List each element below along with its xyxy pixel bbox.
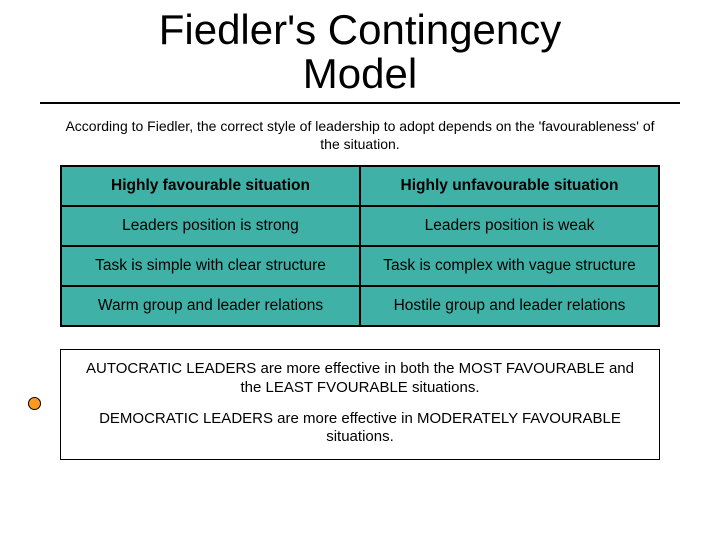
- comparison-table: Highly favourable situation Highly unfav…: [60, 165, 660, 327]
- table-cell: Warm group and leader relations: [61, 286, 360, 326]
- slide-title: Fiedler's Contingency Model: [0, 0, 720, 96]
- table-row: Task is simple with clear structure Task…: [61, 246, 659, 286]
- table-cell: Highly favourable situation: [61, 166, 360, 206]
- title-underline: [40, 102, 680, 104]
- table-cell: Task is complex with vague structure: [360, 246, 659, 286]
- table-cell: Leaders position is weak: [360, 206, 659, 246]
- table-cell: Leaders position is strong: [61, 206, 360, 246]
- conclusion-box: AUTOCRATIC LEADERS are more effective in…: [60, 349, 660, 460]
- table-cell: Task is simple with clear structure: [61, 246, 360, 286]
- table-row: Warm group and leader relations Hostile …: [61, 286, 659, 326]
- title-line-2: Model: [303, 50, 417, 97]
- table-cell: Hostile group and leader relations: [360, 286, 659, 326]
- subtitle-text: According to Fiedler, the correct style …: [60, 118, 660, 153]
- title-line-1: Fiedler's Contingency: [159, 6, 562, 53]
- bullet-icon: [28, 397, 41, 410]
- conclusion-p1: AUTOCRATIC LEADERS are more effective in…: [77, 360, 643, 398]
- table-row: Highly favourable situation Highly unfav…: [61, 166, 659, 206]
- table-cell: Highly unfavourable situation: [360, 166, 659, 206]
- table-row: Leaders position is strong Leaders posit…: [61, 206, 659, 246]
- conclusion-p2: DEMOCRATIC LEADERS are more effective in…: [77, 410, 643, 448]
